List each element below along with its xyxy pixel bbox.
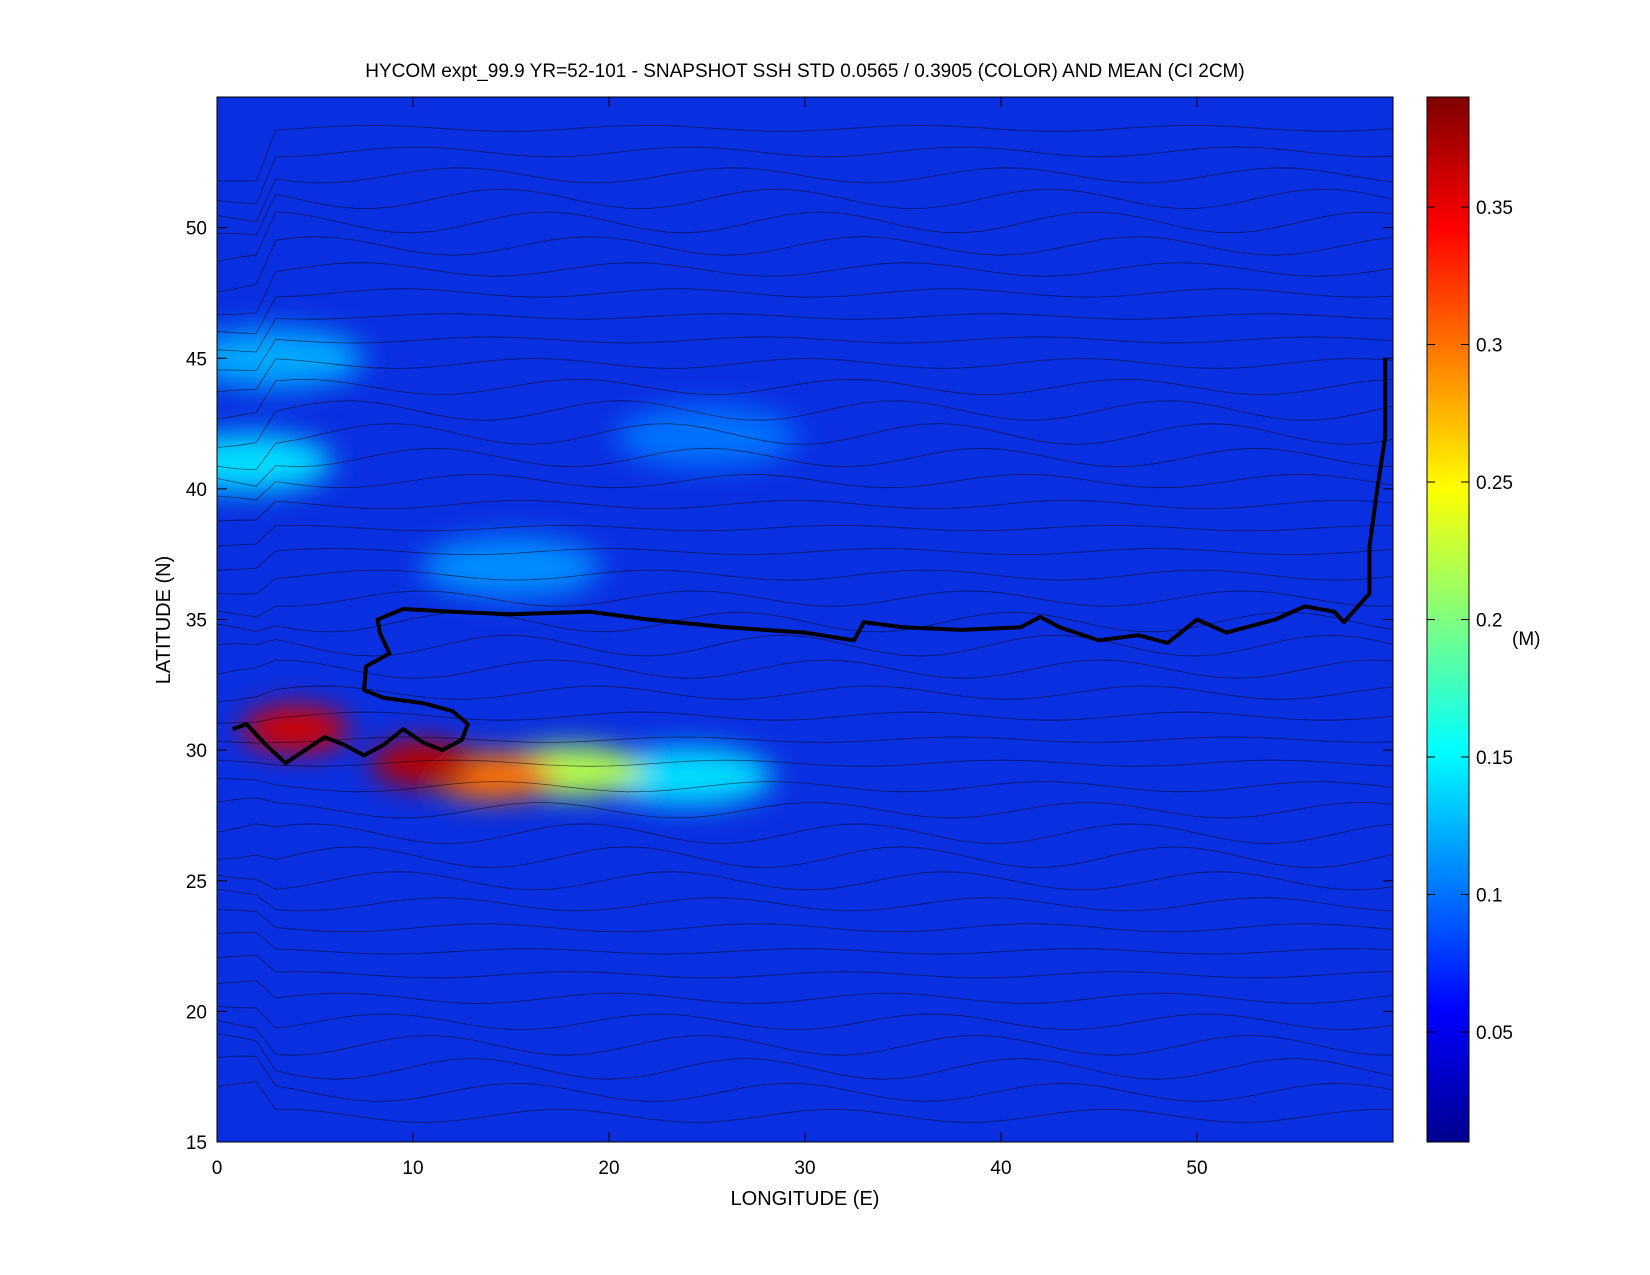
colorbar: 0.05 0.1 0.15 0.2 0.25 0.3 0.35 (M) <box>1426 96 1540 1143</box>
mean-contour-line <box>217 871 1393 891</box>
x-axis-title: LONGITUDE (E) <box>731 1188 880 1210</box>
mean-contour-line <box>217 447 1393 487</box>
colorbar-tick-label: 0.05 <box>1476 1023 1513 1044</box>
mean-contour-line <box>217 823 1393 844</box>
x-tick-label: 0 <box>212 1158 223 1179</box>
mean-contour-line <box>217 778 1393 793</box>
variability-blob-8 <box>370 739 476 788</box>
mean-contour-line <box>217 954 1393 979</box>
mean-contour-line <box>217 548 1393 571</box>
mean-contour-line <box>217 358 1393 393</box>
plot-area: 0 10 20 30 40 50 15 20 25 30 35 40 45 50 <box>186 96 1394 1179</box>
contour-layer <box>217 124 1393 1123</box>
variability-blob-2 <box>217 327 365 389</box>
x-tick-label: 20 <box>598 1158 619 1179</box>
mean-contour-line <box>217 634 1393 657</box>
colorbar-tick-label: 0.35 <box>1476 198 1513 219</box>
mean-contour-line <box>217 146 1393 205</box>
mean-contour-line <box>217 400 1393 448</box>
mean-contour-line <box>217 288 1393 335</box>
y-tick-label: 20 <box>186 1002 207 1023</box>
x-tick-label: 50 <box>1186 1158 1207 1179</box>
mean-contour-line <box>217 313 1393 353</box>
variability-blob-7 <box>241 705 350 754</box>
mean-contour-line <box>217 211 1393 262</box>
y-tick-label: 40 <box>186 480 207 501</box>
mean-contour-line <box>217 1081 1393 1123</box>
mean-contour-line <box>217 336 1393 372</box>
mean-contour-line <box>217 236 1393 293</box>
mean-contour-line <box>217 759 1393 767</box>
mean-contour-line <box>217 1019 1393 1056</box>
variability-blob-4 <box>217 433 332 493</box>
mean-contour-line <box>217 124 1393 182</box>
mean-contour-line <box>217 1033 1393 1080</box>
y-tick-label: 25 <box>186 872 207 893</box>
mean-contour-line <box>217 659 1393 679</box>
mean-contour-line <box>217 685 1393 703</box>
mean-contour-line <box>217 378 1393 420</box>
heatmap-layer <box>217 327 799 806</box>
y-tick-label: 30 <box>186 741 207 762</box>
mean-contour-line <box>217 423 1393 471</box>
mean-contour-line <box>217 473 1393 501</box>
mean-contour-line <box>217 711 1393 724</box>
colorbar-tick-label: 0.1 <box>1476 886 1502 907</box>
mean-contour-line <box>217 846 1393 869</box>
y-axis: 15 20 25 30 35 40 45 50 <box>186 219 1393 1154</box>
mean-contour-line <box>217 524 1393 547</box>
heatmap-blobs <box>217 327 799 806</box>
colorbar-tick-label: 0.3 <box>1476 336 1502 357</box>
y-tick-label: 15 <box>186 1133 207 1154</box>
mean-contour-line <box>217 888 1393 912</box>
variability-blob-3 <box>601 746 773 806</box>
mean-contour-line <box>217 167 1393 223</box>
zero-contour-line <box>231 358 1388 766</box>
colorbar-tick-label: 0.25 <box>1476 473 1513 494</box>
mean-contour-line <box>217 611 1393 633</box>
mean-contour-line <box>217 262 1393 315</box>
colorbar-tick-label: 0.15 <box>1476 748 1513 769</box>
y-axis-title: LATITUDE (N) <box>153 556 175 685</box>
variability-blob-0 <box>615 405 799 468</box>
mean-contour-line <box>217 1055 1393 1102</box>
colorbar-tick-label: 0.2 <box>1476 611 1502 632</box>
mean-contour-line <box>217 909 1393 933</box>
y-tick-label: 50 <box>186 219 207 240</box>
y-tick-label: 45 <box>186 349 207 370</box>
colorbar-unit-label: (M) <box>1512 629 1540 650</box>
variability-blob-1 <box>421 536 601 599</box>
mean-contour-line <box>217 500 1393 522</box>
x-tick-label: 10 <box>402 1158 423 1179</box>
plot-title: HYCOM expt_99.9 YR=52-101 - SNAPSHOT SSH… <box>365 61 1244 82</box>
x-axis: 0 10 20 30 40 50 <box>212 97 1208 1179</box>
mean-contour-line <box>217 932 1393 955</box>
mean-contour-line <box>217 569 1393 595</box>
x-tick-label: 30 <box>794 1158 815 1179</box>
mean-contour-line <box>217 979 1393 1004</box>
heatmap-background <box>217 97 1393 1142</box>
mean-contour-line <box>217 590 1393 618</box>
mean-contour-line <box>217 1005 1393 1030</box>
y-tick-label: 35 <box>186 611 207 632</box>
mean-contour-line <box>217 797 1393 819</box>
colorbar-ticks: 0.05 0.1 0.15 0.2 0.25 0.3 0.35 <box>1427 198 1513 1044</box>
mean-contour-line <box>217 188 1393 236</box>
x-tick-label: 40 <box>990 1158 1011 1179</box>
